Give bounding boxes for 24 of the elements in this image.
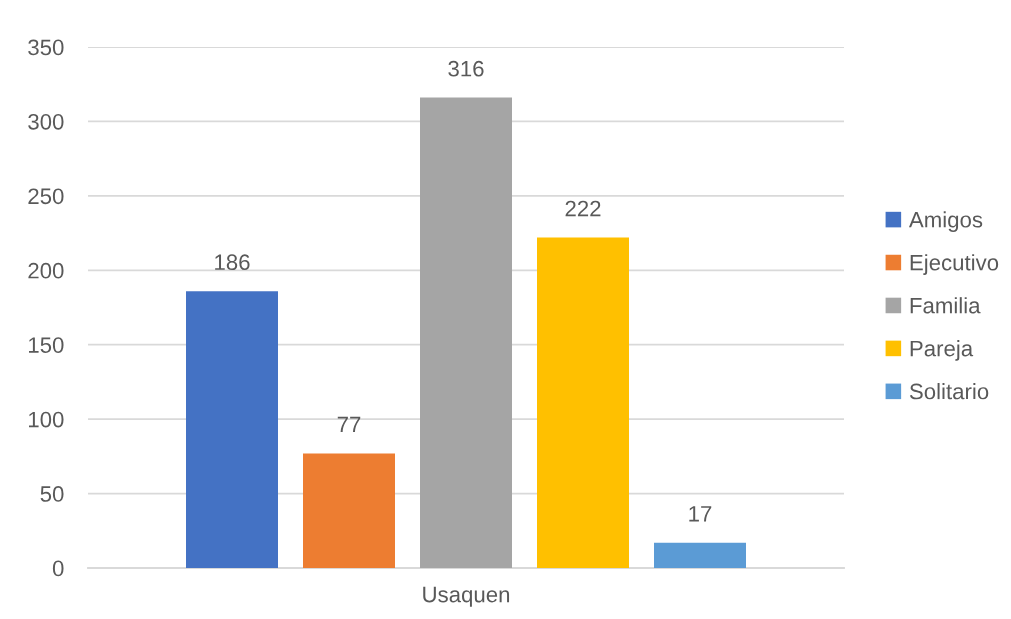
- bar: [420, 97, 512, 568]
- bar: [654, 542, 746, 568]
- bar: [537, 237, 629, 568]
- y-tick-label: 50: [40, 486, 64, 502]
- y-tick-label: 350: [28, 39, 64, 56]
- legend-label: Amigos: [908, 211, 983, 232]
- legend-label: Solitario: [909, 383, 989, 400]
- data-label: 186: [215, 254, 250, 271]
- data-label: 77: [337, 416, 361, 433]
- data-label: 17: [689, 506, 712, 522]
- data-label: 316: [448, 60, 484, 77]
- y-tick-label: 150: [29, 337, 64, 353]
- legend-label: Ejecutivo: [910, 254, 999, 275]
- bar: [186, 291, 278, 568]
- y-tick-label: 100: [29, 411, 64, 428]
- legend-label: Pareja: [910, 340, 974, 361]
- y-tick-label: 300: [28, 113, 64, 130]
- y-tick-label: 250: [28, 188, 64, 205]
- y-tick-label: 200: [28, 262, 64, 279]
- data-label: 222: [565, 200, 601, 217]
- legend-label: Familia: [910, 297, 981, 314]
- y-tick-label: 0: [52, 560, 64, 577]
- x-tick-label: Usaquen: [423, 586, 510, 607]
- bar: [303, 453, 395, 568]
